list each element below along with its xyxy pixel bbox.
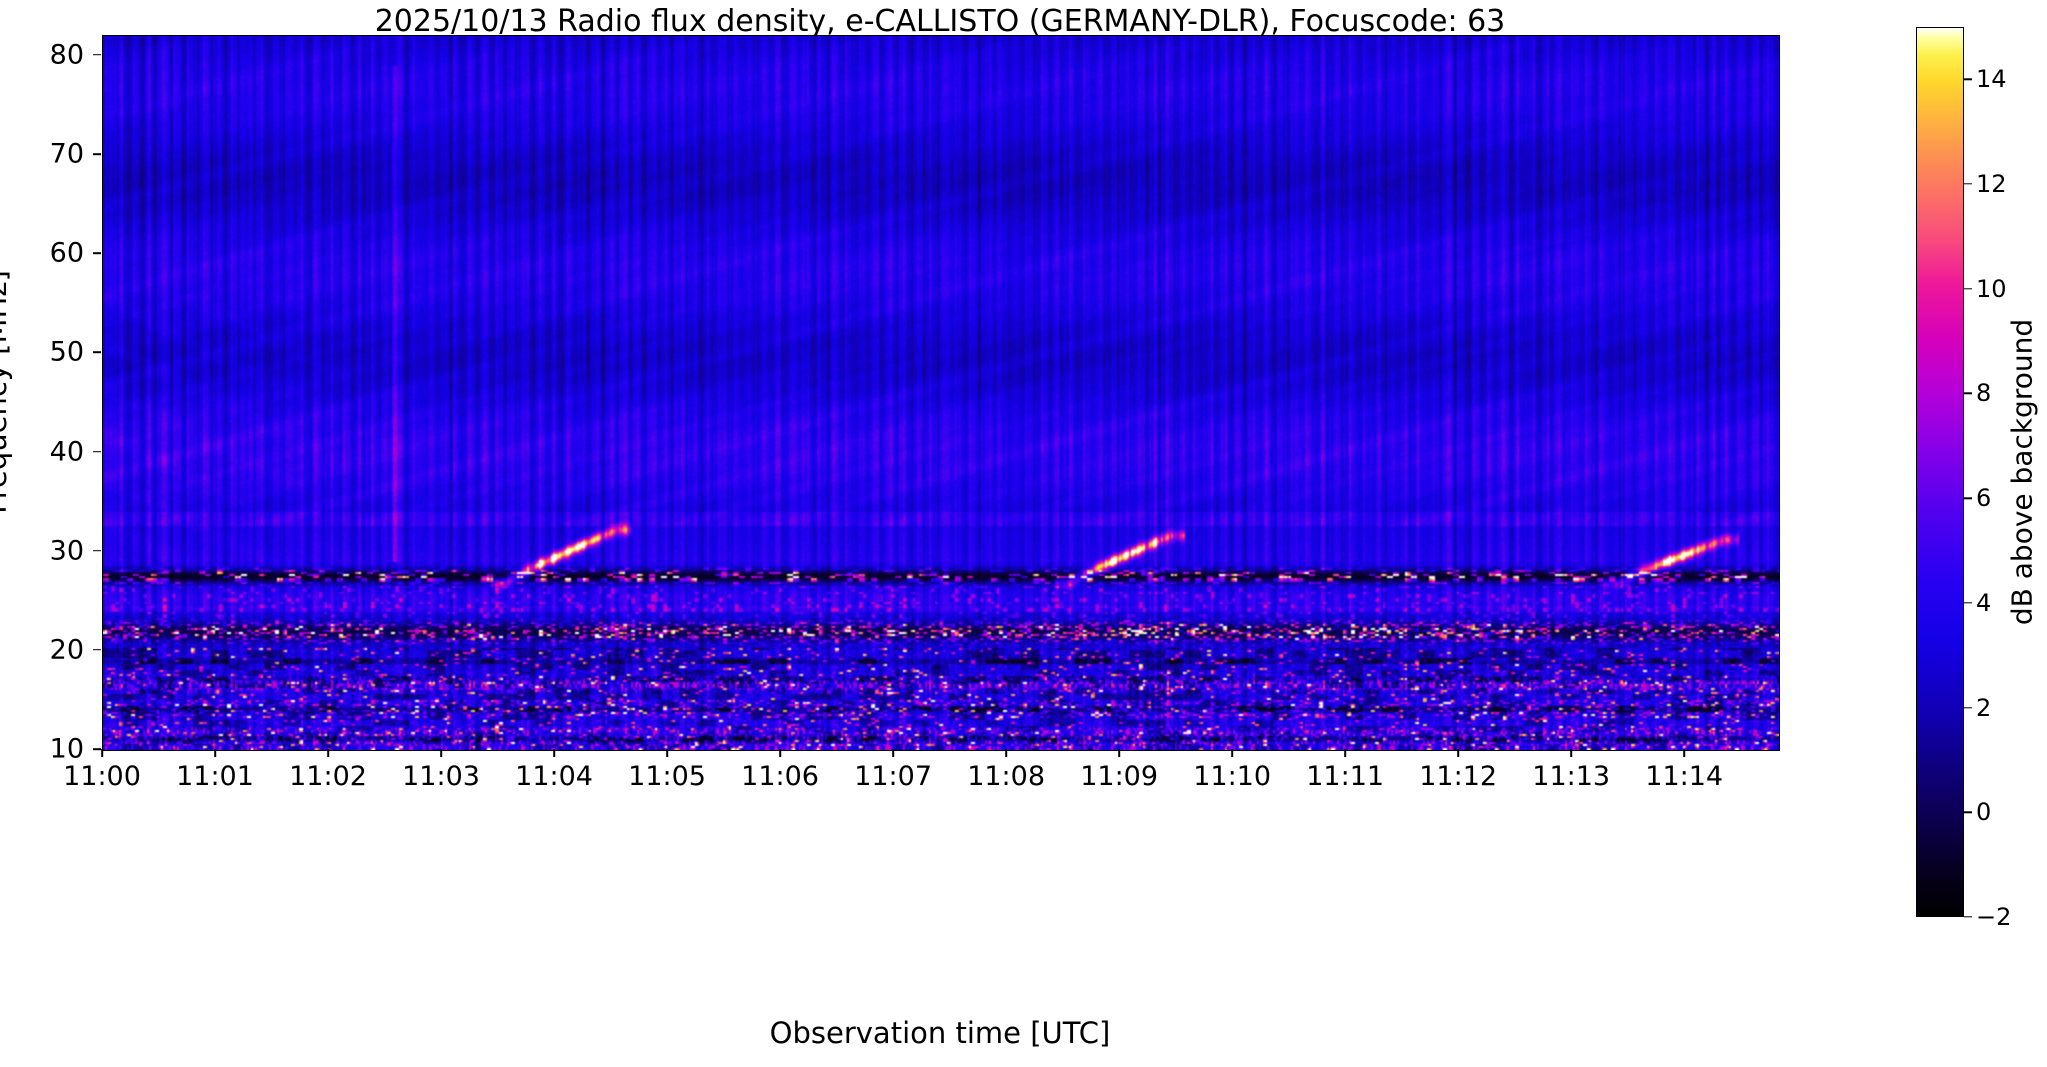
y-tick-mark — [93, 54, 101, 56]
y-tick-label: 10 — [49, 733, 84, 765]
colorbar-tick-label: 6 — [1976, 484, 1992, 513]
x-tick-mark — [1344, 749, 1346, 757]
colorbar-tick-label: 8 — [1976, 379, 1992, 408]
colorbar-tick-mark — [1964, 602, 1972, 604]
x-tick-label: 11:10 — [1193, 761, 1272, 792]
colorbar-tick-mark — [1964, 811, 1972, 813]
colorbar-tick-mark — [1964, 78, 1972, 81]
y-tick-mark — [93, 351, 101, 354]
colorbar-tick-mark — [1964, 706, 1972, 709]
x-tick-mark — [327, 749, 329, 757]
x-tick-label: 11:01 — [176, 761, 254, 792]
y-axis-title: Frequency [MHz] — [0, 270, 13, 514]
x-tick-label: 11:09 — [1080, 761, 1159, 792]
y-tick-mark — [93, 450, 101, 453]
colorbar-tick-mark — [1964, 916, 1972, 918]
x-tick-label: 11:08 — [967, 761, 1046, 792]
x-tick-mark — [101, 749, 103, 757]
y-tick-label: 30 — [49, 535, 84, 567]
x-tick-mark — [1005, 749, 1007, 757]
y-tick-label: 80 — [49, 39, 84, 71]
colorbar-tick-label: 14 — [1976, 65, 2007, 94]
x-tick-label: 11:13 — [1532, 761, 1611, 792]
colorbar-tick-mark — [1964, 183, 1972, 185]
spectrogram-image — [103, 36, 1779, 750]
x-tick-mark — [1457, 749, 1459, 757]
chart-title: 2025/10/13 Radio flux density, e-CALLIST… — [374, 4, 1506, 39]
colorbar-title: dB above background — [2005, 318, 2039, 626]
x-tick-mark — [1570, 749, 1572, 757]
y-tick-label: 60 — [49, 237, 84, 269]
y-tick-label: 70 — [49, 138, 84, 170]
x-tick-label: 11:12 — [1419, 761, 1498, 792]
colorbar-tick-label: 10 — [1976, 274, 2007, 303]
y-tick-label: 20 — [49, 634, 84, 666]
colorbar-tick-mark — [1964, 497, 1972, 499]
colorbar-tick-label: −2 — [1976, 903, 2012, 931]
x-tick-mark — [666, 749, 668, 757]
y-tick-mark — [93, 549, 101, 552]
y-tick-mark — [93, 649, 101, 651]
x-tick-mark — [1231, 749, 1233, 757]
colorbar-tick-label: 12 — [1976, 170, 2007, 199]
x-axis-title: Observation time [UTC] — [769, 1016, 1111, 1050]
colorbar-tick-label: 4 — [1976, 588, 1992, 617]
spectrogram-axes — [102, 35, 1780, 751]
x-tick-mark — [779, 749, 781, 757]
x-tick-label: 11:00 — [63, 761, 141, 792]
colorbar-tick-mark — [1964, 392, 1972, 395]
colorbar-tick-label: 2 — [1976, 693, 1992, 722]
x-tick-mark — [892, 749, 894, 757]
colorbar-tick-label: 0 — [1976, 798, 1992, 827]
x-tick-mark — [553, 749, 555, 757]
x-tick-mark — [1683, 749, 1685, 757]
x-tick-label: 11:14 — [1645, 761, 1724, 792]
y-tick-mark — [93, 748, 101, 750]
x-tick-mark — [214, 749, 216, 757]
x-tick-label: 11:04 — [515, 761, 593, 792]
colorbar — [1916, 27, 1964, 917]
x-tick-label: 11:05 — [628, 761, 706, 792]
x-tick-label: 11:03 — [402, 761, 480, 792]
y-tick-label: 40 — [49, 436, 84, 467]
y-tick-mark — [93, 153, 101, 155]
x-tick-label: 11:06 — [741, 761, 819, 792]
x-tick-label: 11:07 — [854, 761, 932, 792]
x-tick-mark — [1118, 749, 1120, 757]
y-tick-label: 50 — [49, 336, 84, 368]
y-tick-mark — [93, 252, 101, 254]
colorbar-tick-mark — [1964, 288, 1972, 290]
x-tick-label: 11:11 — [1306, 761, 1385, 792]
x-tick-mark — [440, 749, 442, 757]
x-tick-label: 11:02 — [289, 761, 367, 792]
